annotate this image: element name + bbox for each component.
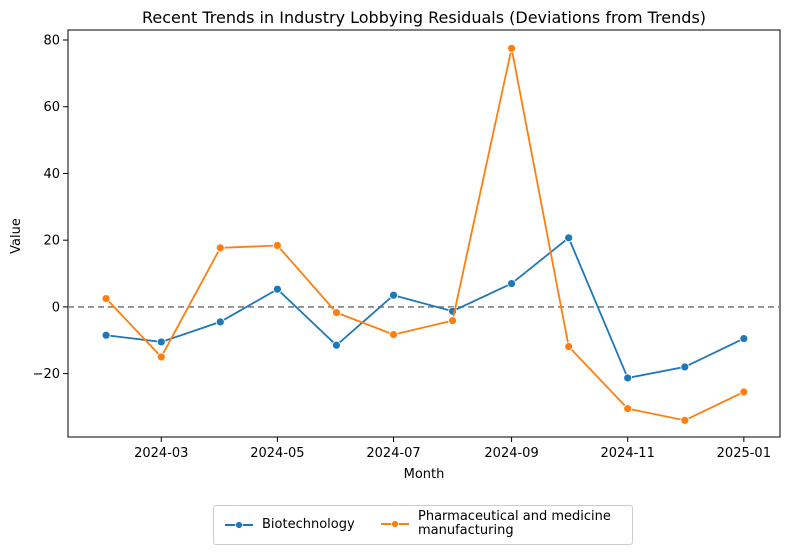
series-line-pharmaceutical xyxy=(105,48,745,422)
x-tick-label: 2024-03 xyxy=(134,446,188,461)
data-point-biotechnology xyxy=(273,284,282,294)
data-point-pharmaceutical xyxy=(156,352,166,362)
data-point-biotechnology xyxy=(389,290,398,300)
series-line-biotechnology xyxy=(105,236,745,379)
y-tick-label: 60 xyxy=(43,100,60,115)
data-point-biotechnology xyxy=(739,334,749,343)
data-point-pharmaceutical xyxy=(101,294,111,303)
plot-area xyxy=(67,29,781,438)
data-point-biotechnology xyxy=(507,279,516,288)
pharmaceutical-line-marker-icon xyxy=(381,520,409,528)
y-tick-label: 0 xyxy=(52,300,60,315)
data-point-biotechnology xyxy=(215,317,225,327)
y-tick-label: −20 xyxy=(33,367,60,382)
legend-item-biotechnology: Biotechnology xyxy=(224,518,355,532)
x-tick-label: 2024-05 xyxy=(250,446,304,461)
data-point-pharmaceutical xyxy=(680,415,690,425)
y-tick-label: 40 xyxy=(43,167,60,182)
x-tick-label: 2024-07 xyxy=(366,446,420,461)
x-axis-label: Month xyxy=(404,467,445,482)
data-point-pharmaceutical xyxy=(332,308,341,317)
x-tick-label: 2025-01 xyxy=(717,446,771,461)
x-tick-label: 2024-09 xyxy=(484,446,538,461)
y-axis-label: Value xyxy=(9,218,24,254)
data-point-pharmaceutical xyxy=(564,342,574,351)
legend-label-biotechnology: Biotechnology xyxy=(262,517,355,532)
data-point-pharmaceutical xyxy=(739,387,749,397)
x-tick-label: 2024-11 xyxy=(601,446,655,461)
data-point-pharmaceutical xyxy=(623,404,633,414)
data-point-pharmaceutical xyxy=(448,316,457,325)
data-point-biotechnology xyxy=(156,337,166,347)
legend: Biotechnology Pharmaceutical and medicin… xyxy=(213,505,633,545)
data-point-pharmaceutical xyxy=(389,330,398,339)
y-tick-label: 80 xyxy=(43,34,60,49)
data-point-biotechnology xyxy=(564,233,574,243)
data-point-biotechnology xyxy=(332,340,341,350)
data-point-biotechnology xyxy=(101,330,111,340)
data-point-pharmaceutical xyxy=(507,43,516,53)
data-point-biotechnology xyxy=(680,362,690,372)
chart-title: Recent Trends in Industry Lobbying Resid… xyxy=(142,8,706,27)
biotechnology-line-marker-icon xyxy=(225,521,253,529)
legend-item-pharmaceutical: Pharmaceutical and medicine manufacturin… xyxy=(380,510,611,538)
legend-label-pharmaceutical: Pharmaceutical and medicine manufacturin… xyxy=(418,509,611,538)
data-point-biotechnology xyxy=(623,373,633,383)
data-point-pharmaceutical xyxy=(215,243,225,253)
data-point-pharmaceutical xyxy=(273,241,282,250)
y-tick-label: 20 xyxy=(43,234,60,249)
